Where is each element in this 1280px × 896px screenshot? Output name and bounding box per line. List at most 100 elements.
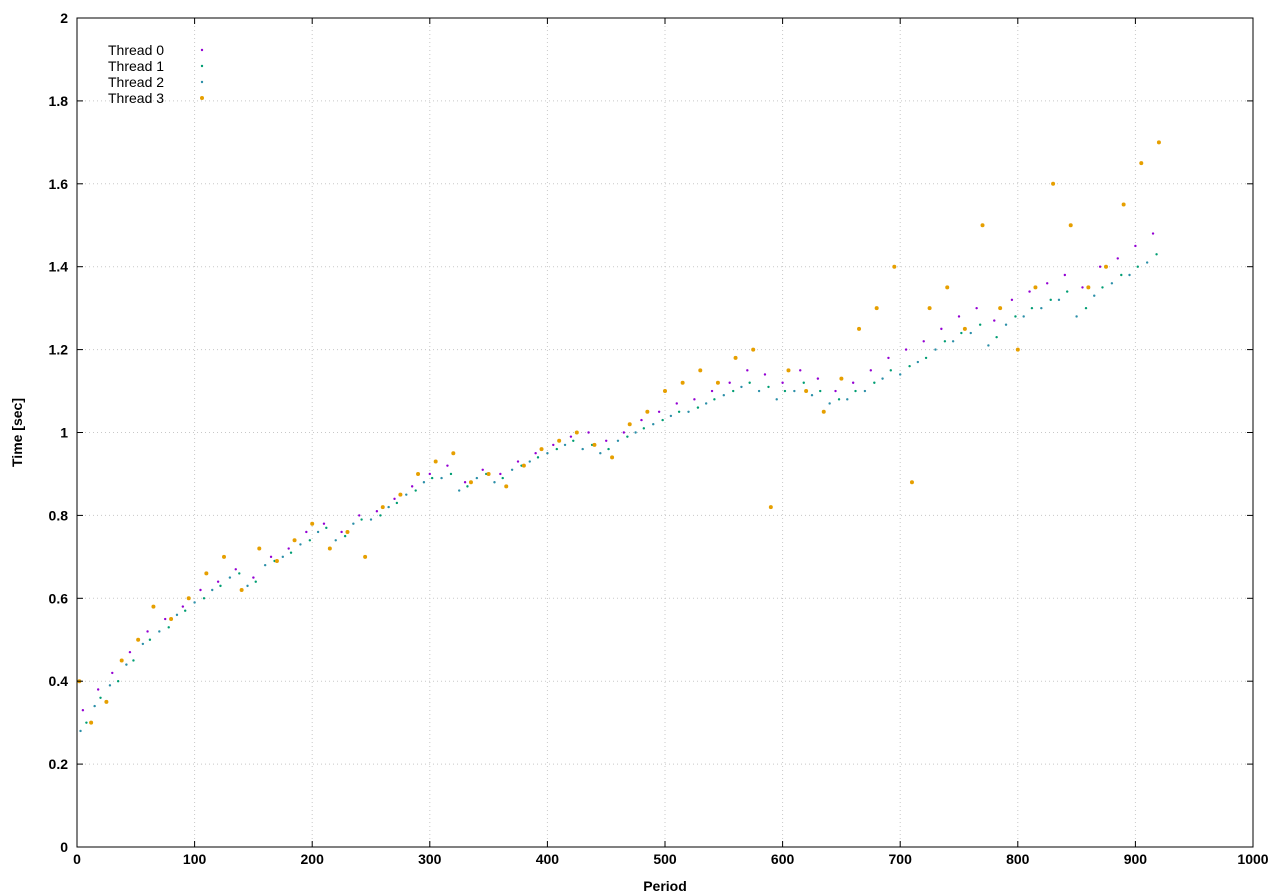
data-point bbox=[1068, 223, 1073, 228]
data-point bbox=[1151, 232, 1155, 235]
data-point bbox=[148, 638, 152, 641]
data-point bbox=[887, 356, 890, 360]
data-point bbox=[821, 409, 826, 414]
data-point bbox=[1120, 273, 1123, 277]
data-point bbox=[732, 389, 735, 393]
data-point bbox=[846, 398, 849, 401]
data-point bbox=[1004, 323, 1008, 326]
data-point bbox=[1022, 315, 1025, 318]
data-point bbox=[599, 452, 602, 455]
grid bbox=[77, 18, 1253, 847]
data-point bbox=[428, 472, 431, 476]
data-point bbox=[486, 471, 491, 476]
x-axis: 0 100 200 300 400 500 600 700 800 900 1000 bbox=[73, 18, 1269, 867]
x-tick-label: 600 bbox=[771, 851, 795, 867]
data-point bbox=[440, 476, 443, 480]
data-point bbox=[1010, 298, 1014, 302]
data-point bbox=[854, 389, 857, 393]
data-point bbox=[287, 547, 290, 550]
data-point bbox=[393, 497, 396, 501]
data-point bbox=[501, 476, 504, 480]
data-point bbox=[238, 572, 241, 575]
y-axis-title: Time [sec] bbox=[9, 398, 25, 467]
data-point bbox=[234, 568, 237, 571]
data-point bbox=[563, 443, 567, 447]
data-point bbox=[810, 393, 814, 397]
data-point bbox=[634, 431, 637, 434]
data-point bbox=[528, 460, 531, 463]
data-point bbox=[99, 696, 102, 699]
x-tick-label: 0 bbox=[73, 851, 81, 867]
series-0 bbox=[81, 232, 1155, 712]
data-point bbox=[799, 369, 802, 372]
data-point bbox=[857, 326, 862, 331]
data-point bbox=[136, 637, 141, 642]
x-tick-label: 500 bbox=[653, 851, 677, 867]
data-point bbox=[340, 530, 343, 534]
data-point bbox=[1121, 202, 1126, 207]
data-point bbox=[1155, 253, 1158, 256]
legend-label: Thread 0 bbox=[108, 42, 164, 58]
data-point bbox=[869, 369, 872, 372]
data-point bbox=[169, 617, 174, 622]
data-point bbox=[181, 605, 185, 608]
data-point bbox=[504, 484, 509, 489]
data-point bbox=[874, 306, 879, 311]
data-point bbox=[1030, 306, 1034, 310]
data-point bbox=[151, 604, 156, 609]
y-tick-label: 0 bbox=[60, 839, 68, 855]
data-point bbox=[945, 285, 950, 290]
data-point bbox=[851, 381, 855, 384]
data-point bbox=[552, 443, 555, 447]
data-point bbox=[607, 447, 610, 451]
data-point bbox=[79, 729, 82, 733]
data-point bbox=[713, 398, 716, 401]
data-point bbox=[1051, 181, 1056, 186]
data-point bbox=[1098, 265, 1102, 268]
data-point bbox=[468, 480, 473, 485]
data-point bbox=[1104, 264, 1108, 269]
data-point bbox=[1040, 306, 1043, 310]
data-point bbox=[352, 522, 355, 525]
data-point bbox=[1057, 298, 1061, 302]
y-tick-label: 1.8 bbox=[49, 93, 69, 109]
data-point bbox=[316, 530, 320, 534]
data-point bbox=[916, 360, 920, 364]
data-point bbox=[978, 323, 982, 326]
data-point bbox=[740, 385, 743, 389]
data-point bbox=[345, 529, 350, 534]
data-point bbox=[627, 422, 632, 427]
data-point bbox=[687, 410, 690, 413]
data-point bbox=[1086, 285, 1091, 290]
data-point bbox=[1110, 282, 1114, 285]
data-point bbox=[108, 684, 112, 687]
data-point bbox=[536, 456, 540, 459]
data-point bbox=[704, 402, 708, 405]
data-point bbox=[89, 720, 94, 725]
y-tick-label: 1.6 bbox=[49, 176, 69, 192]
data-point bbox=[892, 264, 897, 269]
y-axis: 0 0.2 0.4 0.6 0.8 1 1.2 1.4 1.6 1.8 2 bbox=[49, 10, 1253, 855]
data-point bbox=[934, 348, 937, 351]
data-point bbox=[289, 551, 293, 554]
legend-marker bbox=[200, 48, 204, 52]
data-point bbox=[962, 326, 967, 331]
data-point bbox=[995, 335, 998, 339]
data-point bbox=[116, 680, 120, 683]
data-point bbox=[449, 472, 453, 476]
data-point bbox=[696, 406, 700, 409]
data-point bbox=[1081, 286, 1084, 289]
data-point bbox=[516, 460, 520, 463]
data-point bbox=[908, 364, 911, 368]
data-point bbox=[626, 435, 629, 438]
x-tick-label: 700 bbox=[889, 851, 913, 867]
data-point bbox=[363, 554, 368, 559]
data-point bbox=[325, 526, 328, 530]
data-point bbox=[269, 555, 273, 559]
data-point bbox=[81, 709, 85, 712]
data-point bbox=[96, 688, 100, 691]
data-point bbox=[951, 340, 955, 343]
data-point bbox=[360, 518, 363, 521]
data-point bbox=[839, 376, 844, 381]
data-point bbox=[793, 389, 796, 393]
